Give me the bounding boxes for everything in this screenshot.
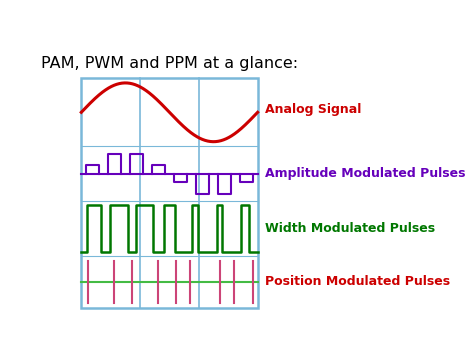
Text: Width Modulated Pulses: Width Modulated Pulses bbox=[265, 222, 435, 235]
Text: Analog Signal: Analog Signal bbox=[265, 103, 361, 116]
Text: Amplitude Modulated Pulses: Amplitude Modulated Pulses bbox=[265, 167, 465, 180]
Text: Position Modulated Pulses: Position Modulated Pulses bbox=[265, 275, 450, 288]
Text: PAM, PWM and PPM at a glance:: PAM, PWM and PPM at a glance: bbox=[41, 56, 298, 71]
